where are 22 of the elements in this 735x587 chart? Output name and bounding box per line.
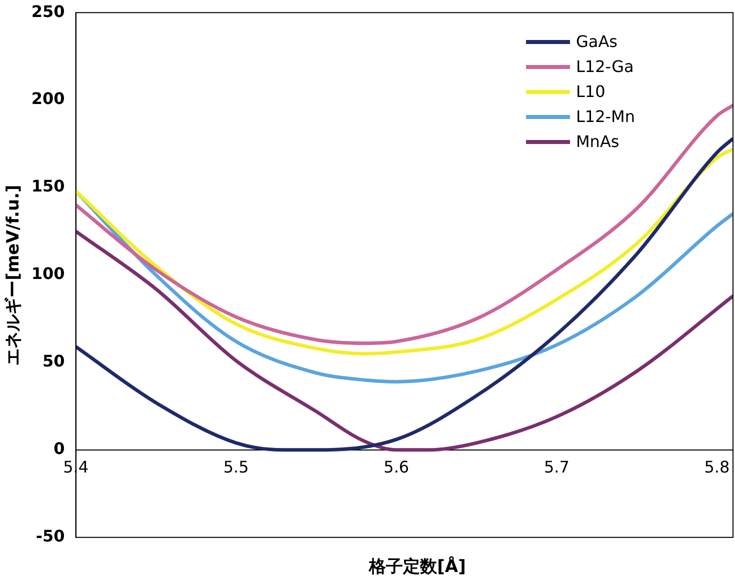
y-tick-label: 150 <box>31 176 65 196</box>
line-series <box>76 104 733 345</box>
legend-label: L12-Ga <box>576 57 634 76</box>
x-tick-label: 5.8 <box>704 458 730 477</box>
legend-label: L12-Mn <box>576 107 635 126</box>
legend-label: MnAs <box>576 132 620 151</box>
legend-label: L10 <box>576 82 606 101</box>
y-tick-label: -50 <box>36 526 65 546</box>
y-tick-label: 250 <box>31 2 65 21</box>
y-axis-title: エネルギー[meV/f.u.] <box>4 184 24 366</box>
y-tick-label: 100 <box>31 264 65 284</box>
y-tick-label: 50 <box>42 352 65 371</box>
line-series <box>76 230 733 452</box>
x-tick-label: 5.5 <box>223 458 249 477</box>
x-tick-label: 5.7 <box>544 458 570 477</box>
x-tick-label: 5.6 <box>384 458 410 477</box>
y-tick-label: 200 <box>31 89 65 108</box>
x-axis-title: 格子定数[Å] <box>368 555 467 578</box>
y-tick-label: 0 <box>54 439 65 458</box>
legend-label: GaAs <box>576 32 618 51</box>
line-series <box>76 147 733 356</box>
line-series <box>76 136 733 452</box>
